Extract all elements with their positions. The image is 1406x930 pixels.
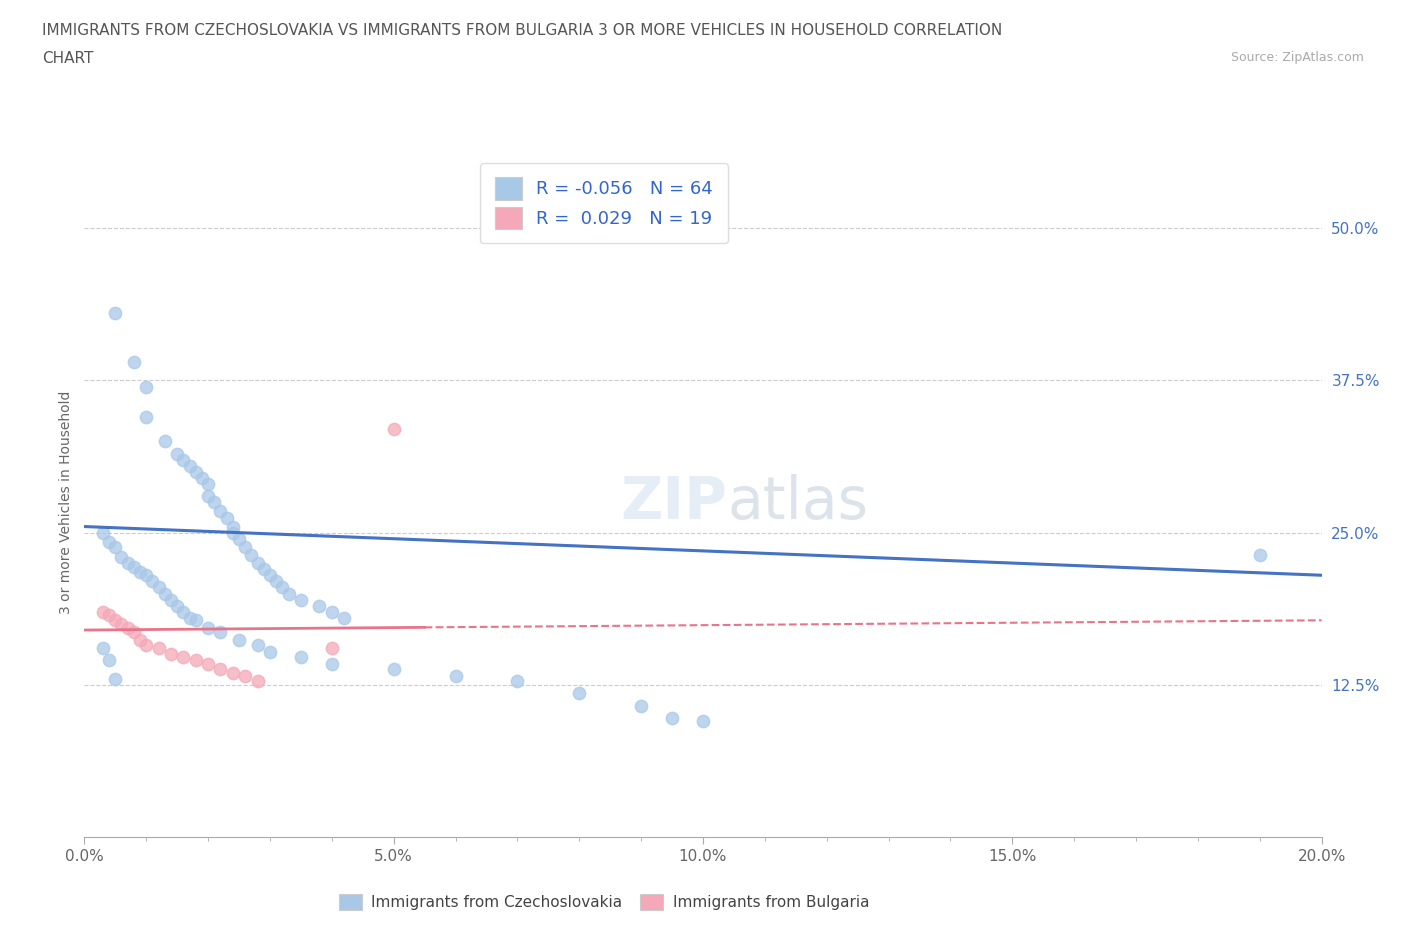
Point: [382, 661, 405, 676]
Point: [153, 434, 176, 449]
Point: [197, 657, 219, 671]
Point: [122, 625, 145, 640]
Point: [321, 657, 343, 671]
Point: [233, 669, 256, 684]
Point: [264, 574, 287, 589]
Point: [630, 698, 652, 713]
Point: [692, 714, 714, 729]
Point: [129, 632, 152, 647]
Point: [253, 562, 276, 577]
Point: [166, 446, 188, 461]
Text: Source: ZipAtlas.com: Source: ZipAtlas.com: [1230, 51, 1364, 64]
Point: [228, 531, 250, 546]
Point: [259, 644, 281, 659]
Point: [277, 586, 299, 601]
Point: [228, 632, 250, 647]
Point: [661, 711, 683, 725]
Point: [197, 488, 219, 503]
Point: [191, 471, 214, 485]
Point: [506, 673, 529, 688]
Legend: Immigrants from Czechoslovakia, Immigrants from Bulgaria: Immigrants from Czechoslovakia, Immigran…: [333, 888, 875, 916]
Point: [321, 604, 343, 619]
Point: [333, 610, 356, 625]
Point: [246, 555, 269, 570]
Point: [290, 649, 312, 664]
Point: [246, 637, 269, 652]
Point: [568, 686, 591, 701]
Point: [117, 620, 139, 635]
Point: [135, 568, 157, 583]
Point: [321, 641, 343, 656]
Point: [122, 354, 145, 369]
Point: [148, 580, 170, 595]
Point: [184, 464, 207, 479]
Point: [98, 535, 121, 550]
Point: [122, 559, 145, 574]
Point: [246, 673, 269, 688]
Point: [91, 641, 114, 656]
Point: [184, 613, 207, 628]
Point: [104, 613, 127, 628]
Point: [104, 539, 127, 554]
Point: [184, 653, 207, 668]
Point: [290, 592, 312, 607]
Point: [222, 525, 245, 540]
Point: [444, 669, 467, 684]
Point: [172, 649, 194, 664]
Point: [209, 625, 232, 640]
Point: [271, 580, 294, 595]
Point: [197, 476, 219, 491]
Point: [179, 610, 201, 625]
Point: [222, 519, 245, 534]
Point: [202, 495, 225, 510]
Point: [153, 586, 176, 601]
Point: [135, 637, 157, 652]
Point: [117, 555, 139, 570]
Point: [91, 525, 114, 540]
Point: [172, 452, 194, 467]
Point: [129, 565, 152, 579]
Point: [382, 421, 405, 436]
Point: [222, 665, 245, 680]
Point: [259, 568, 281, 583]
Point: [233, 539, 256, 554]
Text: CHART: CHART: [42, 51, 94, 66]
Point: [160, 647, 183, 662]
Point: [160, 592, 183, 607]
Point: [172, 604, 194, 619]
Point: [98, 608, 121, 623]
Point: [135, 379, 157, 394]
Point: [166, 598, 188, 613]
Point: [240, 547, 263, 562]
Point: [209, 503, 232, 518]
Y-axis label: 3 or more Vehicles in Household: 3 or more Vehicles in Household: [59, 391, 73, 614]
Point: [135, 409, 157, 424]
Point: [1249, 547, 1271, 562]
Point: [148, 641, 170, 656]
Point: [110, 617, 132, 631]
Text: atlas: atlas: [728, 473, 869, 531]
Point: [179, 458, 201, 473]
Point: [104, 671, 127, 686]
Point: [215, 511, 238, 525]
Text: IMMIGRANTS FROM CZECHOSLOVAKIA VS IMMIGRANTS FROM BULGARIA 3 OR MORE VEHICLES IN: IMMIGRANTS FROM CZECHOSLOVAKIA VS IMMIGR…: [42, 23, 1002, 38]
Point: [98, 653, 121, 668]
Point: [197, 620, 219, 635]
Point: [104, 306, 127, 321]
Point: [110, 550, 132, 565]
Text: ZIP: ZIP: [621, 473, 728, 531]
Point: [91, 604, 114, 619]
Point: [209, 661, 232, 676]
Point: [141, 574, 163, 589]
Point: [308, 598, 330, 613]
